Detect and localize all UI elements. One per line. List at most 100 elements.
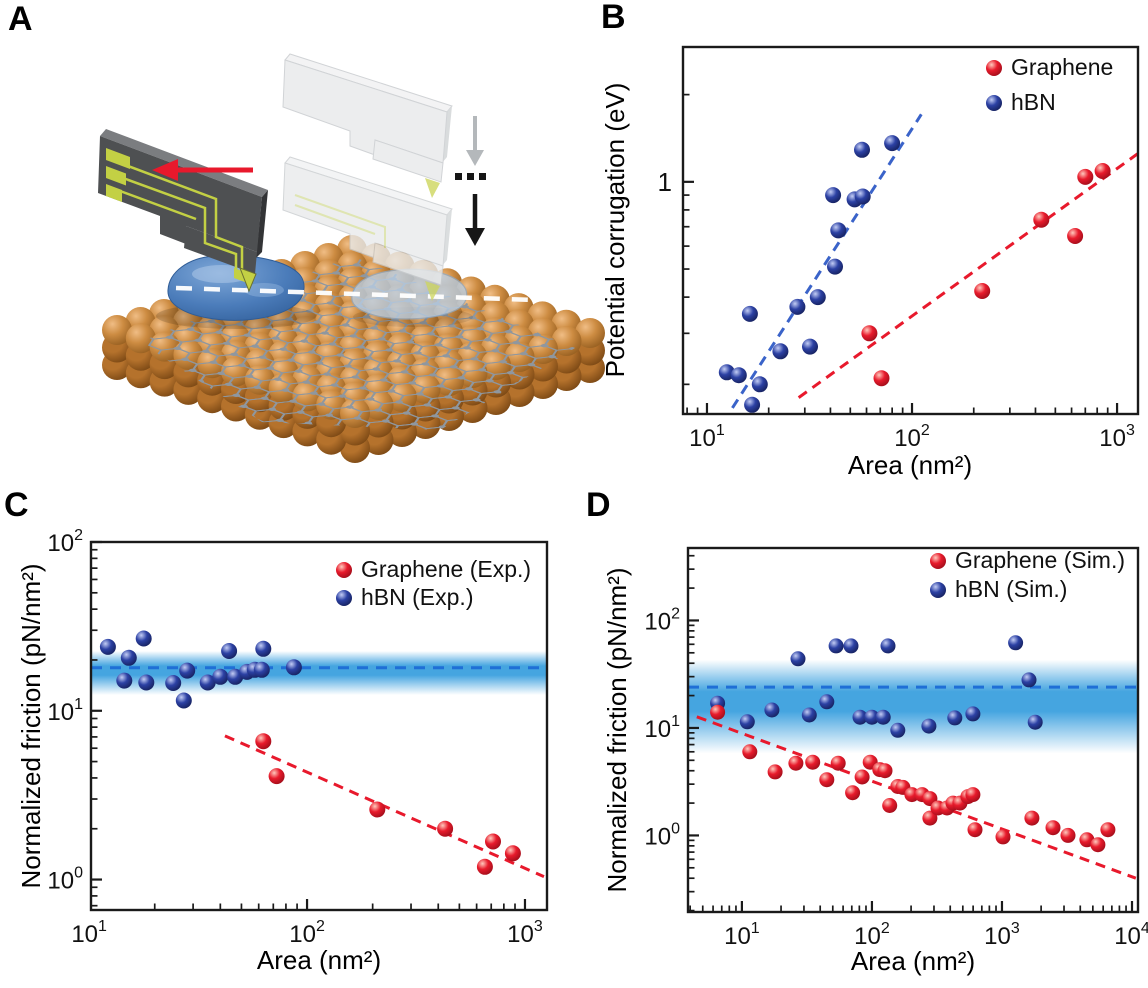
panel-label-a: A — [8, 0, 33, 38]
data-point — [751, 376, 768, 393]
data-point — [819, 772, 835, 788]
data-point — [789, 298, 806, 315]
data-point — [1027, 714, 1043, 730]
data-point — [764, 702, 780, 718]
panel-a-illustration — [98, 53, 605, 463]
trend-line-hbn — [726, 113, 923, 414]
tick-label: 101 — [689, 422, 725, 452]
data-point — [744, 396, 761, 413]
data-point — [767, 764, 783, 780]
data-point — [830, 222, 847, 239]
approach-arrow-black-icon — [465, 194, 485, 246]
legend-marker-red — [336, 562, 352, 578]
data-point — [1021, 672, 1037, 688]
data-point — [873, 370, 890, 387]
data-point — [138, 674, 155, 691]
tick-label: 101 — [47, 696, 83, 726]
plot-frame — [89, 540, 549, 912]
data-point — [854, 188, 871, 205]
data-point — [852, 709, 868, 725]
tick-label: 102 — [894, 422, 930, 452]
ghost-chip-upper — [282, 53, 453, 198]
afm-chip — [98, 129, 268, 293]
x-axis-label: Area (nm²) — [257, 945, 381, 975]
legend-label: Graphene (Sim.) — [955, 547, 1125, 573]
data-point — [710, 704, 726, 720]
panel-label-b: B — [601, 0, 626, 36]
data-point — [742, 744, 758, 760]
legend-marker-blue — [986, 95, 1002, 111]
data-point — [995, 829, 1011, 845]
tick-label: 103 — [1099, 422, 1135, 452]
tick-label: 104 — [1114, 920, 1148, 950]
series-hbn-exp--points — [99, 630, 302, 709]
data-point — [1090, 837, 1106, 853]
data-point — [922, 810, 938, 826]
data-point — [830, 755, 846, 771]
data-point — [179, 662, 196, 679]
plot-frame — [686, 546, 1140, 914]
hband — [91, 651, 547, 696]
data-point — [116, 672, 133, 689]
data-point — [437, 820, 454, 837]
data-point — [255, 733, 272, 750]
data-point — [739, 714, 755, 730]
data-point — [718, 364, 735, 381]
data-point — [1008, 635, 1024, 651]
data-point — [802, 338, 818, 355]
data-point — [485, 833, 501, 850]
tick-label: 1 — [658, 167, 672, 197]
data-point — [369, 801, 386, 818]
legend-label: Graphene (Exp.) — [361, 556, 531, 582]
data-point — [861, 325, 878, 342]
data-point — [882, 798, 898, 813]
data-point — [864, 709, 880, 725]
tick-label: 102 — [289, 918, 325, 948]
trend-line-graphene-sim- — [696, 715, 1137, 880]
x-axis-label: Area (nm²) — [848, 450, 972, 480]
data-point — [890, 722, 906, 738]
data-point — [212, 668, 229, 685]
data-point — [877, 763, 893, 779]
data-point — [1060, 827, 1076, 843]
tick-label: 101 — [724, 920, 760, 950]
panel-d-chart: 101 102 103 104 100 101 102 Graphene (Sim.) hBN … — [602, 546, 1148, 976]
ghost-chip-tip-icon — [425, 178, 440, 198]
data-point — [221, 643, 238, 659]
data-point — [801, 707, 817, 723]
panel-label-c: C — [4, 486, 29, 524]
y-axis-label: Normalized friction (pN/nm²) — [16, 563, 46, 888]
data-point — [772, 343, 789, 360]
data-point — [1024, 810, 1040, 826]
data-point — [845, 785, 861, 801]
legend: Graphene hBN — [986, 54, 1113, 115]
data-point — [285, 659, 302, 676]
legend-label: hBN — [1011, 89, 1056, 115]
data-point — [268, 768, 285, 785]
chip-tip-icon — [239, 267, 257, 293]
series-hbn-sim--points — [710, 635, 1043, 738]
panel-c-chart: 101 102 103 100 101 102 Graphene (Exp.)hBN (Ex… — [16, 527, 549, 975]
data-point — [135, 630, 152, 647]
data-point — [967, 822, 983, 838]
data-point — [854, 769, 870, 785]
data-point — [880, 638, 896, 654]
legend-marker-red — [986, 60, 1002, 76]
tick-label: 103 — [984, 920, 1020, 950]
data-point — [199, 674, 216, 691]
panel-b-chart: 101 102 103 1 Graphene hBN Area (nm²) Potential… — [600, 45, 1140, 480]
series-graphene-sim--points — [710, 704, 1116, 853]
data-point — [1033, 211, 1050, 228]
data-point — [99, 638, 116, 655]
slide-left-arrow-icon — [152, 159, 253, 181]
data-point — [175, 692, 192, 709]
ghost-chip-lower — [282, 156, 453, 301]
data-point — [819, 694, 835, 710]
tick-label: 100 — [47, 865, 83, 895]
data-point — [825, 187, 842, 204]
tick-label: 103 — [507, 918, 543, 948]
data-point — [790, 651, 806, 667]
data-point — [974, 283, 991, 299]
hband-rect — [91, 651, 547, 696]
tick-label: 100 — [644, 821, 680, 851]
